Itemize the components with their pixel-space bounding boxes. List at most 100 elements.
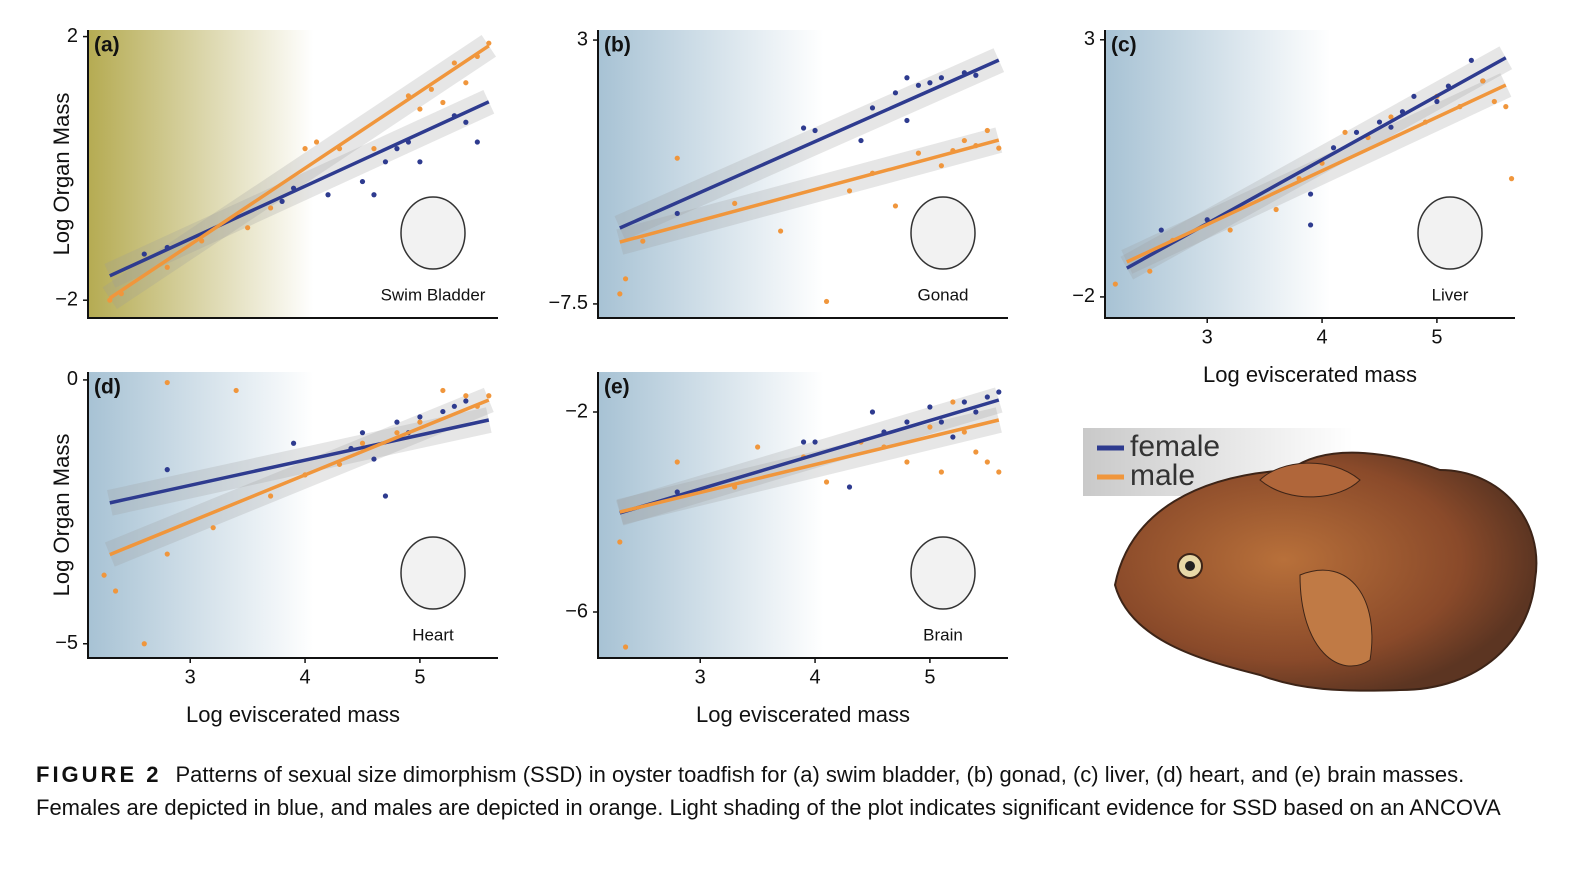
- x-tick-label: 4: [809, 666, 820, 688]
- data-point: [290, 440, 297, 446]
- data-point: [622, 644, 629, 650]
- data-point: [359, 178, 366, 185]
- y-tick-label: −5: [55, 632, 78, 654]
- data-point: [1307, 191, 1314, 197]
- data-point: [996, 469, 1002, 475]
- organ-label: Brain: [923, 625, 963, 644]
- data-point: [927, 424, 933, 430]
- data-point: [996, 145, 1002, 151]
- data-point: [1388, 114, 1394, 120]
- data-point: [101, 572, 107, 578]
- data-point: [371, 146, 377, 152]
- data-point: [371, 456, 377, 462]
- data-point: [1508, 176, 1515, 182]
- data-point: [984, 127, 990, 134]
- data-point: [973, 449, 979, 455]
- legend-label: female: [1130, 430, 1220, 463]
- data-point: [996, 389, 1002, 395]
- fit-line: [109, 398, 490, 557]
- organ-sketch: [400, 536, 466, 610]
- data-point: [1227, 227, 1233, 233]
- organ-sketch: [1417, 196, 1483, 270]
- data-point: [800, 439, 807, 445]
- data-point: [938, 75, 944, 81]
- data-point: [1491, 98, 1497, 105]
- fish-illustration: [1113, 451, 1538, 692]
- organ-label: Heart: [412, 625, 454, 644]
- data-point: [984, 394, 990, 400]
- figure: −2 2 (a) Swim Bladder Log Organ Mass −7.5 3 (b)…: [49, 25, 1538, 727]
- data-point: [1468, 57, 1474, 63]
- data-point: [463, 80, 469, 86]
- data-point: [428, 86, 434, 92]
- x-tick-label: 3: [695, 666, 706, 688]
- y-tick-label: 3: [577, 28, 588, 50]
- panel-label: (d): [94, 376, 121, 399]
- data-point: [382, 159, 389, 165]
- data-point: [823, 298, 830, 305]
- data-point: [1342, 129, 1348, 135]
- data-point: [869, 105, 876, 111]
- data-point: [164, 551, 170, 557]
- x-axis-title: Log eviscerated mass: [696, 702, 910, 727]
- data-point: [846, 188, 853, 194]
- data-point: [674, 489, 680, 495]
- fit-line: [619, 418, 1000, 514]
- data-point: [904, 459, 910, 465]
- panel-label: (b): [604, 34, 631, 57]
- data-point: [279, 198, 285, 204]
- plot-background: [88, 30, 498, 318]
- x-axis-title: Log eviscerated mass: [186, 702, 400, 727]
- data-point: [141, 641, 147, 647]
- fit-line: [619, 138, 1000, 244]
- data-point: [904, 75, 910, 81]
- y-tick-label: 0: [67, 368, 78, 390]
- y-tick-label: −2: [565, 400, 588, 422]
- data-point: [674, 155, 680, 161]
- data-point: [440, 387, 446, 394]
- data-point: [1112, 281, 1118, 287]
- data-point: [984, 459, 990, 465]
- data-point: [451, 403, 457, 409]
- data-point: [359, 430, 366, 436]
- data-point: [417, 414, 423, 420]
- data-point: [359, 440, 366, 446]
- data-point: [622, 276, 629, 282]
- data-point: [268, 493, 274, 499]
- fit-line: [109, 100, 490, 278]
- y-axis-title: Log Organ Mass: [49, 434, 74, 597]
- fit-line: [619, 58, 1000, 230]
- data-point: [938, 419, 944, 425]
- data-point: [1330, 145, 1337, 151]
- data-point: [858, 137, 864, 144]
- data-point: [927, 404, 933, 410]
- organ-sketch: [910, 536, 976, 610]
- data-point: [892, 203, 899, 209]
- data-point: [233, 387, 239, 394]
- data-point: [302, 146, 308, 152]
- data-point: [394, 419, 400, 425]
- y-tick-label: −2: [55, 288, 78, 310]
- data-point: [1411, 93, 1417, 99]
- data-point: [451, 60, 457, 66]
- plot-background: [88, 372, 498, 658]
- data-point: [927, 80, 933, 86]
- data-point: [417, 159, 423, 165]
- data-point: [1353, 129, 1360, 135]
- legend-label: male: [1130, 459, 1195, 492]
- organ-label: Liver: [1432, 285, 1469, 304]
- data-point: [869, 409, 876, 415]
- data-point: [371, 192, 377, 198]
- data-point: [245, 225, 251, 231]
- data-point: [1158, 227, 1164, 233]
- fit-line: [1126, 83, 1507, 264]
- data-point: [973, 409, 979, 415]
- data-point: [950, 434, 956, 440]
- data-point: [1480, 78, 1486, 84]
- y-tick-label: −7.5: [549, 292, 588, 314]
- y-tick-label: 3: [1084, 28, 1095, 50]
- data-point: [463, 119, 469, 125]
- data-point: [961, 137, 967, 144]
- data-point: [732, 200, 738, 207]
